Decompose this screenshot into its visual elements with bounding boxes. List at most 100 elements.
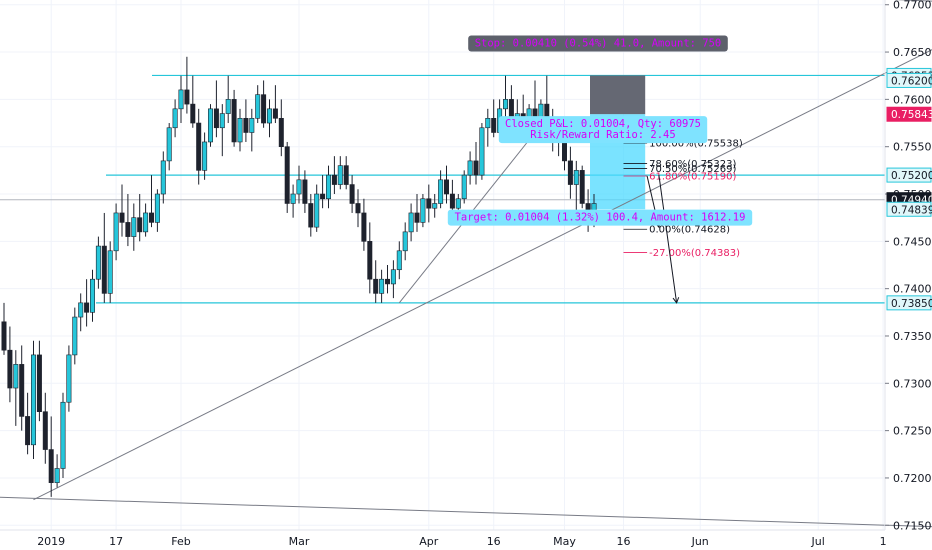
- x-tick-label: Apr: [419, 535, 439, 548]
- candle-body: [160, 160, 166, 195]
- candle-body: [420, 198, 426, 223]
- candle-body: [426, 198, 432, 209]
- price-badge-label: 0.73850: [891, 298, 932, 310]
- candle-body: [107, 250, 113, 294]
- x-tick-label: Jul: [811, 535, 825, 548]
- candle-body: [302, 179, 308, 204]
- fib-label: 70.50%(0.75269): [649, 164, 736, 175]
- candle-body: [131, 217, 137, 237]
- x-tick-label: Mar: [289, 535, 310, 548]
- x-tick-label: Jun: [691, 535, 709, 548]
- candle-body: [72, 316, 78, 356]
- price-badge: [886, 106, 932, 122]
- candle-body: [48, 449, 54, 483]
- candle-body: [266, 108, 272, 124]
- candle-body: [343, 165, 349, 185]
- candle-body: [95, 245, 101, 280]
- candle-body: [54, 468, 60, 483]
- target-label-text: Target: 0.01004 (1.32%) 100.4, Amount: 1…: [455, 212, 746, 224]
- candle-body: [308, 203, 314, 228]
- candle-body: [42, 411, 48, 450]
- candle-body: [113, 212, 119, 252]
- candle-body: [373, 278, 379, 294]
- candle-body: [379, 278, 385, 294]
- x-tick-label: 17: [109, 535, 123, 548]
- candle-body: [196, 122, 202, 171]
- candle-body: [25, 416, 31, 446]
- candle-body: [320, 193, 326, 200]
- candle-body: [337, 165, 343, 185]
- candle-body: [567, 160, 573, 185]
- candle-body: [284, 146, 290, 204]
- stop-label-bg: [468, 35, 728, 52]
- candle-body: [461, 174, 467, 200]
- candle-body: [249, 118, 255, 133]
- fib-label: 61.80%(0.75190): [649, 172, 736, 183]
- target-label: Target: 0.01004 (1.32%) 100.4, Amount: 1…: [447, 209, 753, 226]
- candle-body: [414, 212, 420, 223]
- candle-body: [443, 179, 449, 195]
- candle-body: [166, 127, 172, 162]
- candle-body: [491, 118, 497, 133]
- candle-body: [13, 364, 19, 389]
- candles: [1, 56, 597, 497]
- candle-body: [325, 174, 331, 200]
- candle-body: [237, 118, 243, 143]
- candle-body: [255, 94, 261, 119]
- arrow-head: [672, 297, 680, 304]
- candle-body: [143, 212, 149, 233]
- position-labels: Stop: 0.00410 (0.54%) 41.0, Amount: 750 C…: [447, 35, 753, 226]
- candle-body: [355, 203, 361, 214]
- candle-body: [219, 113, 225, 129]
- price-badge-label: 0.75843: [891, 109, 932, 121]
- candle-body: [579, 170, 585, 204]
- candle-body: [438, 179, 444, 204]
- candle-body: [60, 401, 66, 469]
- candle-body: [467, 160, 473, 176]
- candle-body: [184, 89, 190, 105]
- candle-body: [384, 278, 390, 285]
- target-label-bg: [447, 209, 753, 226]
- candle-body: [225, 99, 231, 114]
- candle-body: [455, 198, 461, 209]
- candle-body: [30, 354, 36, 446]
- candle-body: [243, 118, 249, 133]
- candle-body: [367, 241, 373, 280]
- price-badge: [886, 201, 932, 217]
- fib-label: 78.60%(0.75323): [649, 159, 736, 170]
- x-tick-label: 16: [487, 535, 501, 548]
- x-tick-label: 2019: [37, 535, 65, 548]
- candle-body: [101, 245, 107, 294]
- candle-body: [19, 364, 25, 417]
- candle-body: [396, 250, 402, 271]
- price-badge-label: 0.76200: [891, 75, 932, 87]
- fib-label: -27.00%(0.74383): [649, 248, 740, 259]
- time-axis[interactable]: 2019 17 Feb Mar Apr 16 May 16 Jun Jul 1: [0, 529, 887, 548]
- candle-body: [473, 160, 479, 176]
- trendlines: [0, 0, 932, 528]
- candle-body: [408, 212, 414, 233]
- candle-body: [502, 99, 508, 110]
- x-tick-label: May: [553, 535, 576, 548]
- x-tick-label: 16: [617, 535, 631, 548]
- x-tick-label: Feb: [171, 535, 190, 548]
- closed-pnl-label-text: Closed P&L: 0.01004, Qty: 60975: [505, 118, 701, 130]
- price-badge-label: 0.75200: [891, 170, 932, 182]
- candle-body: [66, 354, 72, 403]
- candle-body: [390, 269, 396, 285]
- candle-body: [1, 321, 7, 351]
- trendline: [894, 0, 932, 2]
- candle-body: [432, 203, 438, 209]
- closed-pnl-label-text: Risk/Reward Ratio: 2.45: [530, 129, 675, 141]
- candle-body: [36, 354, 42, 412]
